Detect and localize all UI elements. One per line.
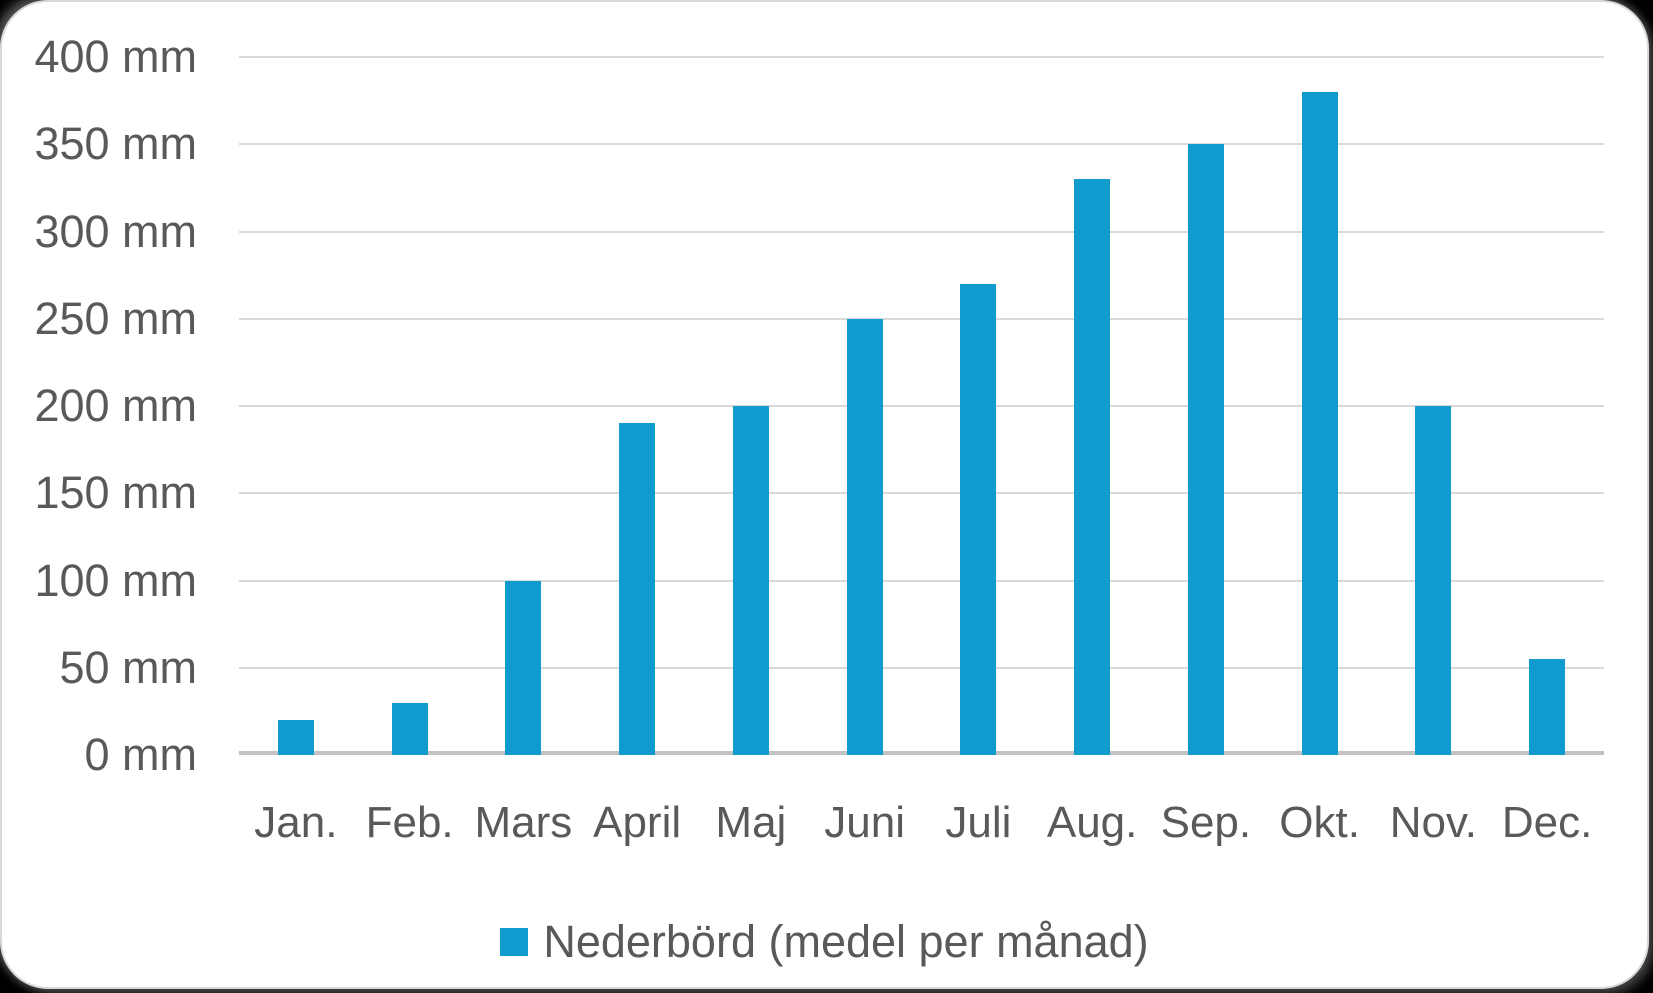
bar-slot	[1490, 57, 1604, 755]
y-tick-label: 150 mm	[34, 467, 197, 518]
x-tick-label: Dec.	[1501, 798, 1593, 847]
bar-slot	[694, 57, 808, 755]
x-tick-label: Jan.	[254, 798, 338, 847]
bar-slot	[1035, 57, 1149, 755]
y-axis: 400 mm 350 mm 300 mm 250 mm 200 mm 150 mm 100 …	[2, 31, 207, 780]
bar-Nov.	[1415, 406, 1452, 755]
x-tick-label: Okt.	[1279, 798, 1360, 847]
y-tick-label: 350 mm	[34, 118, 197, 169]
x-tick-label: Juni	[824, 798, 905, 847]
bar-slot	[808, 57, 922, 755]
x-tick-label: Feb.	[365, 798, 454, 847]
x-tick-label: Aug.	[1046, 798, 1138, 847]
legend-label: Nederbörd (medel per månad)	[543, 916, 1149, 967]
y-tick-label: 200 mm	[34, 380, 197, 431]
bar-Juni	[846, 318, 883, 755]
y-tick-label: 400 mm	[34, 31, 197, 82]
gridline	[239, 318, 1604, 320]
bar-Jan.	[277, 720, 314, 755]
bar-Mars	[505, 580, 542, 755]
bar-April	[619, 423, 656, 755]
bar-Dec.	[1529, 659, 1566, 755]
x-axis: Jan. Feb. Mars April Maj Juni Juli Aug. Sep. Okt.…	[239, 794, 1604, 852]
bar-slot	[580, 57, 694, 755]
x-tick-label: April	[593, 798, 682, 847]
bar-Feb.	[391, 702, 428, 755]
bar-slot	[467, 57, 581, 755]
gridline	[239, 580, 1604, 582]
y-tick-label: 100 mm	[34, 555, 197, 606]
gridline	[239, 492, 1604, 494]
x-tick-label: Juli	[945, 798, 1012, 847]
y-tick-label: 250 mm	[34, 293, 197, 344]
x-tick-label: Nov.	[1389, 798, 1477, 847]
x-tick-label: Sep.	[1160, 798, 1252, 847]
bar-slot	[239, 57, 353, 755]
y-tick-label: 300 mm	[34, 206, 197, 257]
bar-slot	[353, 57, 467, 755]
gridline	[239, 56, 1604, 58]
bar-slot	[1263, 57, 1377, 755]
bar-slot	[1377, 57, 1491, 755]
gridline	[239, 667, 1604, 669]
bar-Aug.	[1074, 179, 1111, 755]
bar-Okt.	[1301, 91, 1338, 755]
bars	[239, 57, 1604, 755]
gridline	[239, 231, 1604, 233]
bar-Juli	[960, 283, 997, 755]
bar-slot	[922, 57, 1036, 755]
x-tick-label: Maj	[715, 798, 787, 847]
gridline	[239, 405, 1604, 407]
x-tick-label: Mars	[474, 798, 573, 847]
y-tick-label: 50 mm	[59, 642, 197, 693]
gridline	[239, 143, 1604, 145]
x-axis-line	[239, 751, 1604, 755]
legend-swatch-icon	[500, 928, 529, 956]
bar-slot	[1149, 57, 1263, 755]
y-tick-label: 0 mm	[84, 729, 198, 780]
plot-area	[239, 56, 1604, 755]
bar-Maj	[732, 406, 769, 755]
legend: Nederbörd (medel per månad)	[2, 910, 1647, 974]
bar-Sep.	[1187, 144, 1224, 755]
